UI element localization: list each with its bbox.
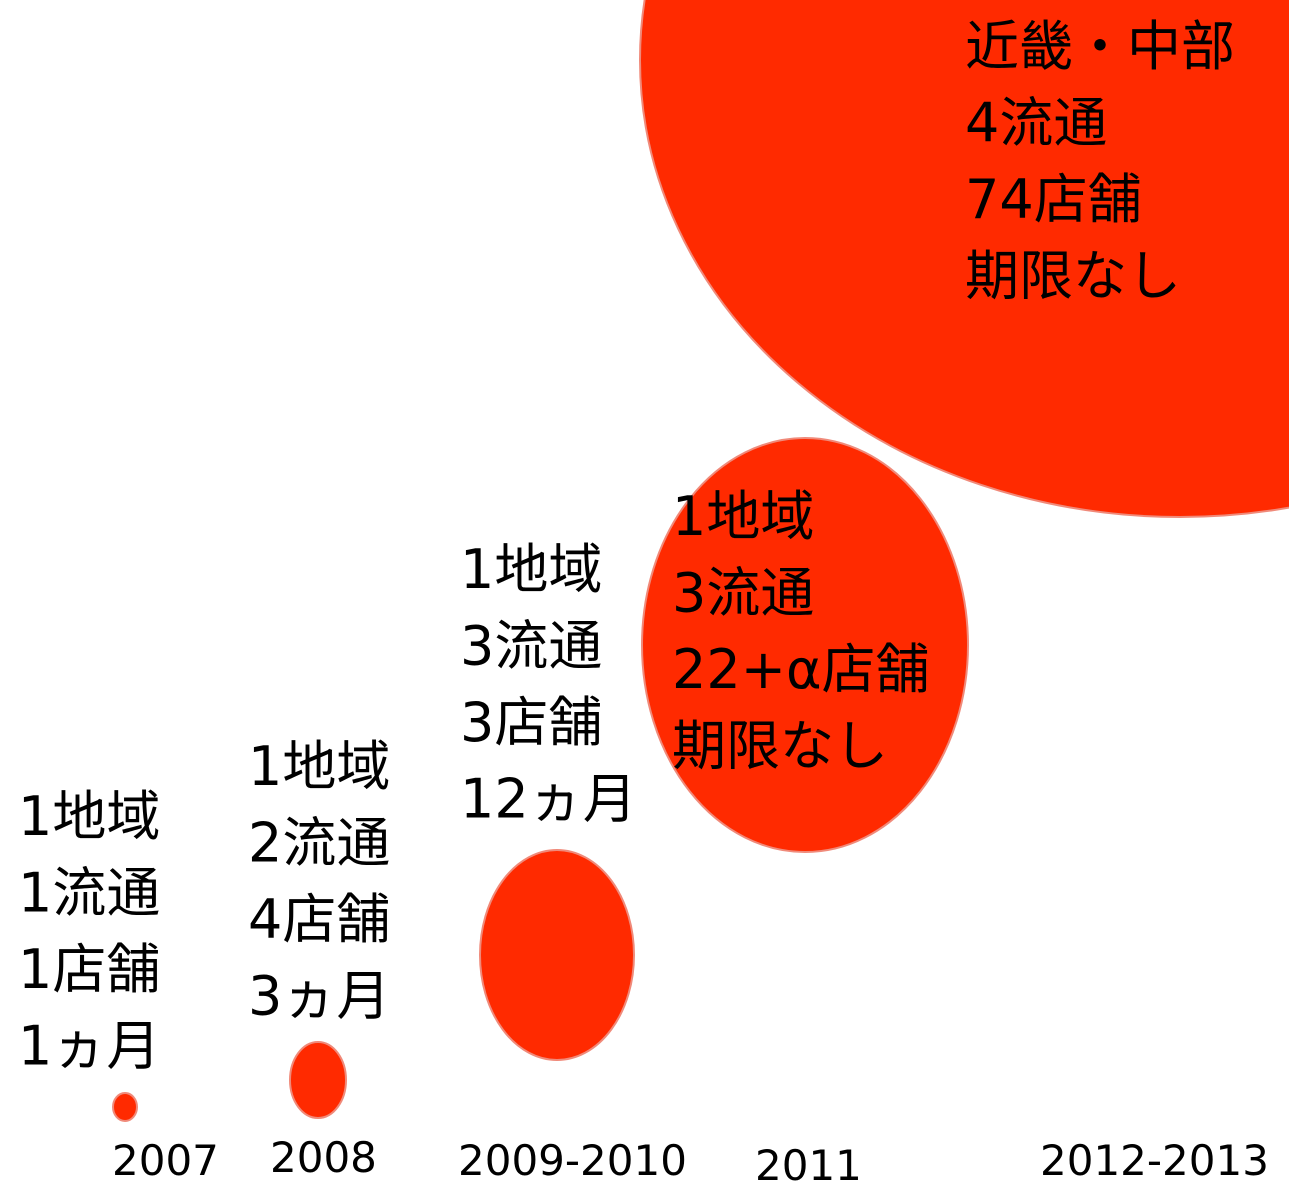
stage-circle bbox=[479, 849, 635, 1061]
stage-line: 4流通 bbox=[965, 92, 1107, 155]
stage-line: 1地域 bbox=[672, 485, 814, 548]
stage-line: 22+α店舗 bbox=[672, 638, 930, 701]
stage-line: 2流通 bbox=[248, 812, 390, 875]
year-label: 2011 bbox=[755, 1141, 862, 1182]
stage-line: 1地域 bbox=[248, 735, 390, 798]
stage-circle bbox=[112, 1092, 138, 1122]
stage-line: 3ヵ月 bbox=[248, 965, 390, 1028]
stage-line: 74店舗 bbox=[965, 168, 1142, 231]
year-label: 2009-2010 bbox=[458, 1136, 687, 1182]
stage-line: 期限なし bbox=[672, 715, 888, 778]
stage-line: 12ヵ月 bbox=[460, 768, 637, 831]
stage-circle bbox=[639, 0, 1289, 518]
stage-line: 1地域 bbox=[460, 538, 602, 601]
stage-line: 3流通 bbox=[460, 615, 602, 678]
stage-circle bbox=[289, 1041, 347, 1119]
stage-line: 3流通 bbox=[672, 562, 814, 625]
stage-line: 期限なし bbox=[965, 245, 1181, 308]
stage-circle bbox=[641, 437, 969, 853]
year-label: 2008 bbox=[270, 1133, 377, 1182]
year-label: 2007 bbox=[112, 1136, 219, 1182]
stage-line: 1流通 bbox=[18, 862, 160, 925]
stage-line: 1店舗 bbox=[18, 938, 160, 1001]
year-label: 2012-2013 bbox=[1040, 1136, 1269, 1182]
stage-line: 近畿・中部 bbox=[965, 15, 1235, 78]
stage-line: 1ヵ月 bbox=[18, 1015, 160, 1078]
stage-line: 4店舗 bbox=[248, 888, 390, 951]
stage-line: 3店舗 bbox=[460, 691, 602, 754]
stage-line: 1地域 bbox=[18, 785, 160, 848]
